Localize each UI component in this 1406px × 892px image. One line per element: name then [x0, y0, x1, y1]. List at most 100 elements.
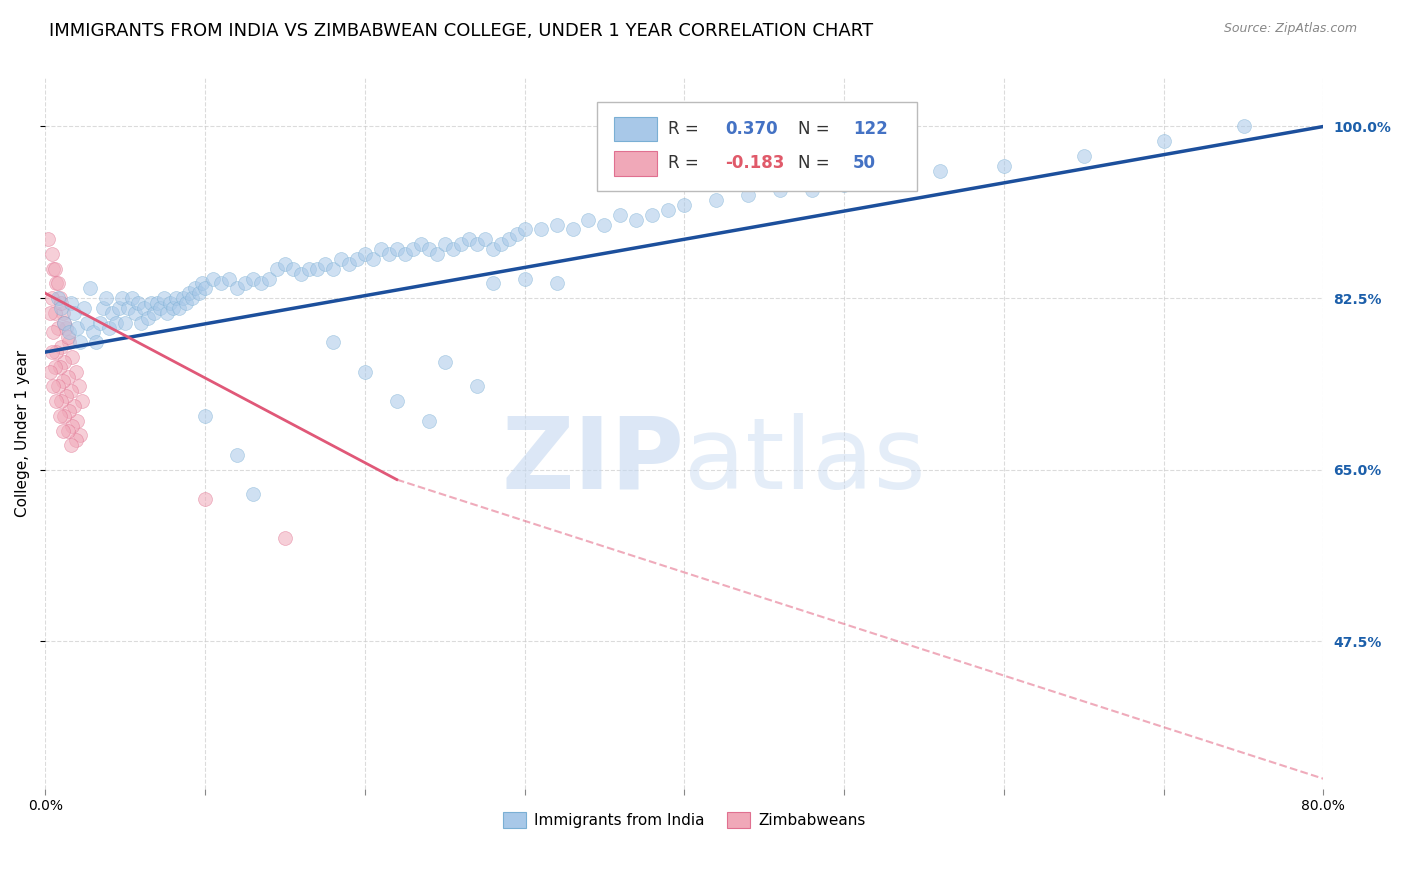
Point [450, 237, 472, 252]
Point [353, 365, 375, 379]
Point [55, 320, 77, 334]
Point [609, 208, 631, 222]
Point [51, 296, 73, 310]
Point [42, 379, 65, 393]
Point [546, 218, 568, 232]
Point [46, 291, 69, 305]
Point [159, 296, 181, 310]
Point [58, 404, 80, 418]
Point [226, 448, 249, 462]
Text: Source: ZipAtlas.com: Source: ZipAtlas.com [1223, 22, 1357, 36]
Point [44, 261, 66, 276]
Text: ZIP: ZIP [502, 413, 685, 510]
Point [457, 232, 479, 246]
Point [274, 257, 297, 271]
Point [41, 291, 63, 305]
FancyBboxPatch shape [614, 117, 658, 142]
Point [91, 301, 114, 315]
Point [657, 202, 679, 217]
Point [107, 301, 129, 315]
Point [39, 306, 62, 320]
Text: atlas: atlas [685, 413, 927, 510]
Point [53, 409, 76, 423]
Point [274, 532, 297, 546]
Point [124, 306, 146, 320]
Point [673, 198, 696, 212]
Text: -0.183: -0.183 [725, 153, 785, 172]
Point [929, 163, 952, 178]
Point [322, 335, 344, 350]
Point [378, 247, 401, 261]
Point [104, 316, 127, 330]
Point [66, 320, 89, 334]
Point [42, 261, 65, 276]
Point [194, 409, 217, 423]
Point [474, 232, 496, 246]
Point [86, 335, 108, 350]
Point [67, 379, 90, 393]
Point [561, 222, 583, 236]
Point [177, 286, 200, 301]
Point [305, 261, 328, 276]
Point [184, 281, 207, 295]
Point [58, 326, 80, 340]
Point [46, 379, 69, 393]
Point [993, 159, 1015, 173]
Point [641, 208, 664, 222]
Point [121, 291, 143, 305]
Point [314, 257, 336, 271]
Point [242, 271, 264, 285]
Point [69, 428, 91, 442]
Point [56, 424, 79, 438]
Point [39, 365, 62, 379]
Point [187, 286, 209, 301]
Point [65, 365, 87, 379]
Point [69, 335, 91, 350]
Point [801, 183, 824, 197]
Point [529, 222, 551, 236]
Point [62, 350, 84, 364]
Point [769, 183, 792, 197]
Point [114, 316, 136, 330]
Point [89, 316, 111, 330]
Point [45, 394, 67, 409]
Point [385, 394, 408, 409]
Text: N =: N = [799, 120, 835, 137]
Point [48, 409, 70, 423]
Point [329, 252, 352, 266]
Point [353, 247, 375, 261]
Point [465, 237, 488, 252]
Point [59, 384, 82, 399]
Point [52, 424, 75, 438]
Legend: Immigrants from India, Zimbabweans: Immigrants from India, Zimbabweans [498, 806, 872, 834]
Point [48, 291, 70, 305]
Point [426, 247, 449, 261]
Point [418, 414, 440, 428]
Point [1073, 149, 1095, 163]
Point [481, 277, 503, 291]
Point [44, 359, 66, 374]
Point [281, 261, 304, 276]
Point [433, 237, 456, 252]
Point [65, 434, 87, 448]
Point [56, 369, 79, 384]
Point [42, 326, 65, 340]
Point [62, 418, 84, 433]
Point [704, 193, 727, 207]
Point [418, 242, 440, 256]
Point [53, 316, 76, 330]
Point [346, 252, 368, 266]
Text: R =: R = [668, 120, 704, 137]
Point [394, 247, 416, 261]
Point [59, 438, 82, 452]
Point [139, 296, 162, 310]
Point [865, 173, 887, 187]
Point [626, 212, 648, 227]
Point [48, 359, 70, 374]
Point [136, 310, 159, 325]
Point [56, 330, 79, 344]
Point [897, 169, 920, 183]
Point [298, 261, 321, 276]
Point [361, 252, 384, 266]
Point [94, 291, 117, 305]
